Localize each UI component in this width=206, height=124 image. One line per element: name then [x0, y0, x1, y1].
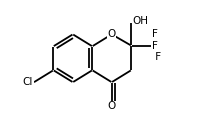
Text: O: O	[107, 29, 115, 39]
Text: O: O	[107, 101, 115, 111]
Text: Cl: Cl	[23, 77, 33, 87]
Text: F
F
 F: F F F	[151, 29, 160, 62]
Text: OH: OH	[132, 16, 148, 26]
